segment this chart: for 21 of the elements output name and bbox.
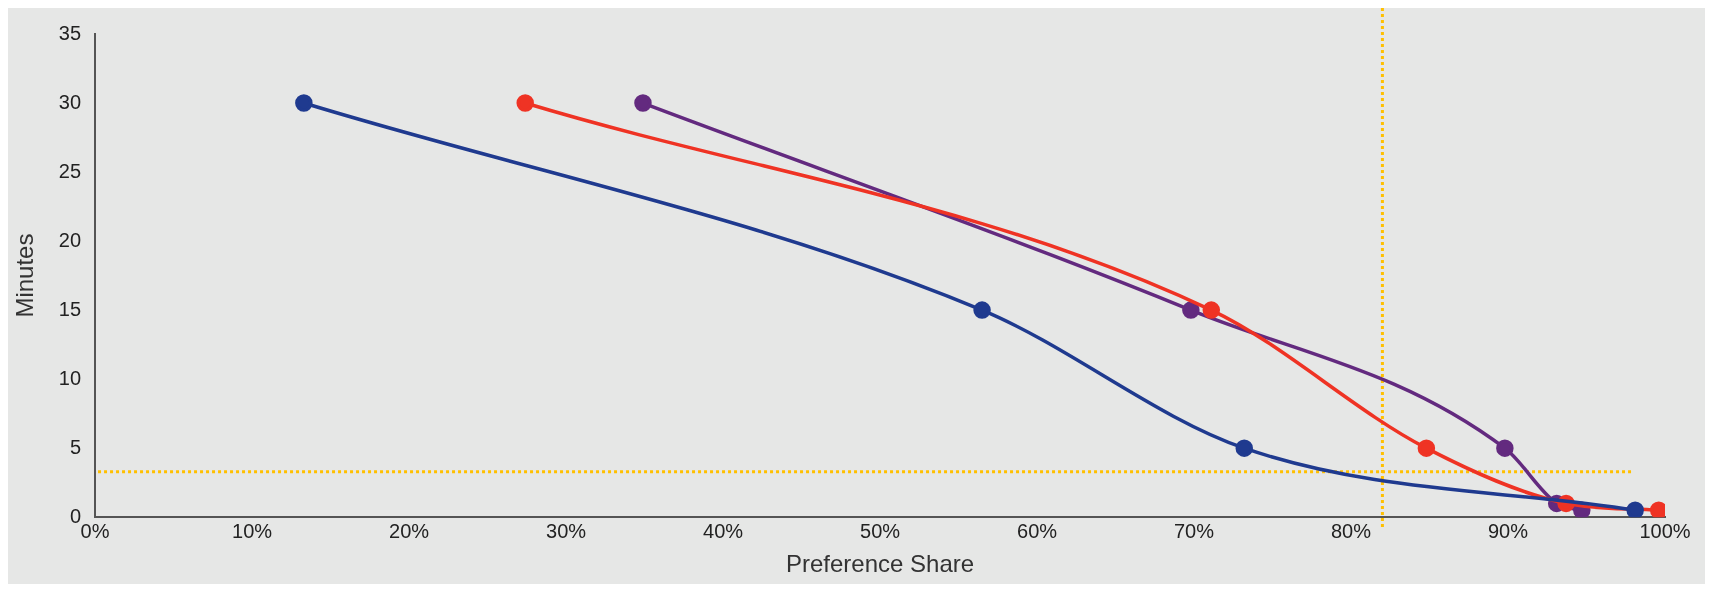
x-tick-label: 80% <box>1330 519 1372 542</box>
y-tick-label: 5 <box>69 435 82 458</box>
x-tick-label: 60% <box>1017 519 1058 542</box>
x-tick-label: 40% <box>703 519 744 542</box>
x-axis-title: Preference Share <box>785 550 975 578</box>
x-tick-label: 90% <box>1487 519 1529 542</box>
x-tick-label: 10% <box>232 519 273 542</box>
x-tick-label: 0% <box>80 519 110 542</box>
y-tick-label: 20 <box>58 228 82 251</box>
x-tick-label: 70% <box>1174 519 1215 542</box>
x-tick-label: 100% <box>1639 519 1691 542</box>
x-tick-label: 30% <box>546 519 587 542</box>
y-axis-title: Minutes <box>11 233 39 318</box>
y-tick-label: 25 <box>58 159 82 182</box>
y-tick-label: 0 <box>69 504 82 527</box>
y-tick-label: 35 <box>58 21 82 44</box>
y-tick-label: 10 <box>58 366 82 389</box>
y-tick-label: 15 <box>58 297 82 320</box>
y-tick-label: 30 <box>58 90 82 113</box>
x-tick-label: 20% <box>389 519 430 542</box>
x-tick-label: 50% <box>860 519 901 542</box>
